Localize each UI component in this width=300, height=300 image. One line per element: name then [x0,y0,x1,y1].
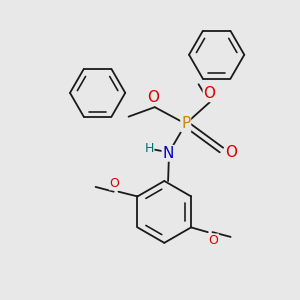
Text: N: N [162,146,174,161]
Text: H: H [144,142,154,155]
Text: O: O [225,145,237,160]
Text: P: P [181,116,190,131]
Text: O: O [203,86,215,101]
Text: O: O [208,234,218,247]
Text: O: O [110,177,120,190]
Text: O: O [147,90,159,105]
